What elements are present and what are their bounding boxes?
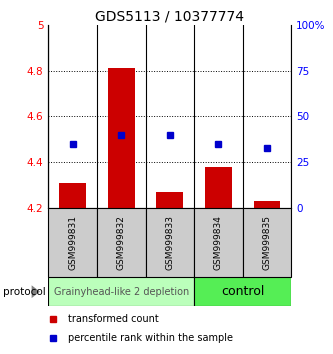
Bar <box>194 277 291 306</box>
Text: Grainyhead-like 2 depletion: Grainyhead-like 2 depletion <box>54 287 189 297</box>
Bar <box>97 208 146 277</box>
Text: protocol: protocol <box>3 287 46 297</box>
Text: GSM999834: GSM999834 <box>214 215 223 270</box>
Text: transformed count: transformed count <box>68 314 159 324</box>
Bar <box>146 208 194 277</box>
Bar <box>205 167 232 208</box>
Text: control: control <box>221 285 264 298</box>
Bar <box>59 183 86 208</box>
Bar <box>48 277 194 306</box>
Text: GSM999831: GSM999831 <box>68 215 77 270</box>
Bar <box>48 208 97 277</box>
Polygon shape <box>32 285 40 298</box>
Text: percentile rank within the sample: percentile rank within the sample <box>68 333 233 343</box>
Text: GSM999832: GSM999832 <box>117 215 126 270</box>
Text: GSM999833: GSM999833 <box>165 215 174 270</box>
Title: GDS5113 / 10377774: GDS5113 / 10377774 <box>95 10 244 24</box>
Bar <box>194 208 243 277</box>
Text: GSM999835: GSM999835 <box>262 215 272 270</box>
Bar <box>108 68 135 208</box>
Bar <box>243 208 291 277</box>
Bar <box>157 192 183 208</box>
Bar <box>254 201 280 208</box>
